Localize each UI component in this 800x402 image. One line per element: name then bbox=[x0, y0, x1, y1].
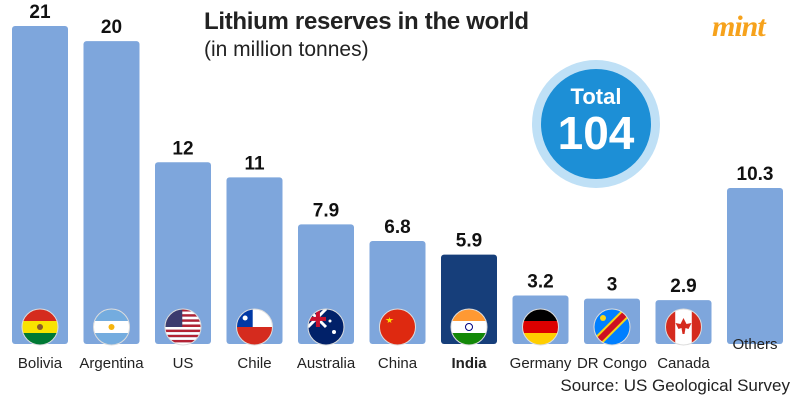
category-label-chile: Chile bbox=[237, 355, 271, 372]
value-label-chile: 11 bbox=[244, 153, 265, 174]
chile-flag-icon bbox=[236, 308, 273, 346]
bar-chile bbox=[226, 177, 283, 344]
bar-argentina bbox=[83, 41, 140, 345]
total-label: Total bbox=[570, 84, 622, 109]
value-label-germany: 3.2 bbox=[527, 272, 553, 293]
source-note: Source: US Geological Survey bbox=[560, 376, 790, 395]
value-label-others: 10.3 bbox=[737, 164, 774, 185]
india-flag-icon bbox=[450, 308, 488, 346]
value-label-australia: 7.9 bbox=[313, 200, 339, 221]
category-label-china: China bbox=[378, 355, 418, 372]
dr-congo-flag-icon bbox=[593, 308, 631, 346]
argentina-flag-icon bbox=[93, 308, 130, 346]
chart-title: Lithium reserves in the world bbox=[204, 8, 529, 35]
category-label-australia: Australia bbox=[297, 355, 356, 372]
category-label-us: US bbox=[173, 355, 194, 372]
total-badge bbox=[532, 60, 660, 188]
category-label-others: Others bbox=[732, 336, 777, 353]
bolivia-flag-icon bbox=[21, 308, 59, 346]
category-label-canada: Canada bbox=[657, 355, 710, 372]
bar-australia bbox=[298, 224, 354, 344]
value-label-dr-congo: 3 bbox=[607, 275, 618, 296]
us-flag-icon bbox=[164, 308, 202, 346]
bar-bolivia bbox=[12, 26, 68, 344]
category-label-germany: Germany bbox=[510, 355, 572, 372]
chart-subtitle: (in million tonnes) bbox=[204, 38, 369, 61]
canada-flag-icon bbox=[665, 308, 702, 346]
value-label-us: 12 bbox=[172, 138, 193, 159]
germany-flag-icon bbox=[522, 308, 559, 346]
value-label-india: 5.9 bbox=[456, 231, 482, 252]
australia-flag-icon bbox=[307, 308, 345, 346]
value-label-bolivia: 21 bbox=[29, 2, 51, 23]
category-label-bolivia: Bolivia bbox=[18, 355, 63, 372]
value-label-canada: 2.9 bbox=[670, 276, 696, 297]
bar-us bbox=[155, 162, 211, 344]
bar-others bbox=[727, 188, 783, 344]
value-label-china: 6.8 bbox=[384, 217, 410, 238]
value-label-argentina: 20 bbox=[101, 17, 122, 38]
category-label-argentina: Argentina bbox=[79, 355, 144, 372]
total-value: 104 bbox=[557, 107, 635, 159]
mint-logo: mint bbox=[712, 10, 766, 43]
china-flag-icon bbox=[379, 308, 416, 346]
category-label-india: India bbox=[451, 355, 487, 372]
category-label-dr-congo: DR Congo bbox=[577, 355, 647, 372]
